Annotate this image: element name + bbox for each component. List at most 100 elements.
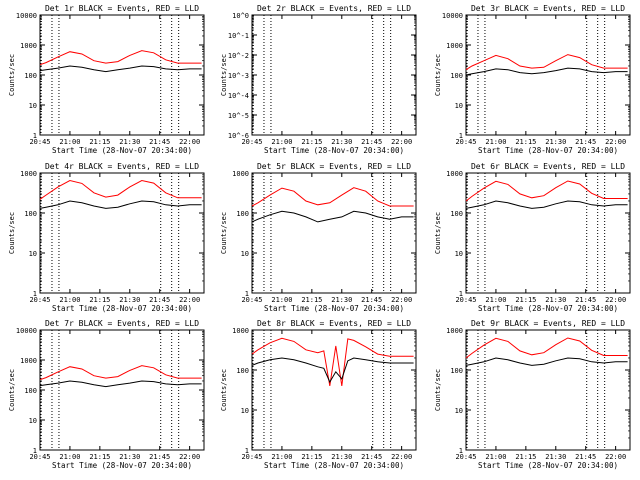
x-axis-label: Start Time (28-Nov-07 20:34:00) xyxy=(52,146,192,155)
y-axis-label: Counts/sec xyxy=(8,212,16,254)
y-tick-label: 100 xyxy=(450,210,463,218)
x-tick-label: 21:00 xyxy=(271,453,292,461)
y-tick-label: 1 xyxy=(33,132,37,140)
y-tick-label: 100 xyxy=(450,367,463,375)
y-tick-label: 10^-3 xyxy=(228,72,249,80)
series-events-line xyxy=(39,200,202,209)
plot-frame xyxy=(251,172,417,294)
x-axis-label: Start Time (28-Nov-07 20:34:00) xyxy=(264,461,404,470)
series-lld-line xyxy=(39,365,202,381)
x-tick-label: 21:45 xyxy=(149,296,170,304)
panel-det-9: Det 9r BLACK = Events, RED = LLD 1 10 100 10… xyxy=(434,319,631,470)
x-axis-label: Start Time (28-Nov-07 20:34:00) xyxy=(264,146,404,155)
y-tick-label: 10 xyxy=(241,250,249,258)
y-tick-label: 10^-1 xyxy=(228,32,249,40)
plot-frame xyxy=(39,329,205,451)
y-tick-label: 1000 xyxy=(20,357,37,365)
y-tick-label: 100 xyxy=(24,72,37,80)
x-tick-label: 21:15 xyxy=(515,296,536,304)
x-tick-label: 21:15 xyxy=(89,453,110,461)
x-tick-label: 21:15 xyxy=(89,138,110,146)
panel-title: Det 9r BLACK = Events, RED = LLD xyxy=(471,319,625,328)
y-tick-label: 100 xyxy=(24,210,37,218)
y-tick-label: 1000 xyxy=(20,170,37,178)
panel-title: Det 4r BLACK = Events, RED = LLD xyxy=(45,162,199,171)
x-tick-label: 21:45 xyxy=(361,453,382,461)
x-axis-label: Start Time (28-Nov-07 20:34:00) xyxy=(52,461,192,470)
x-tick-label: 20:45 xyxy=(29,296,50,304)
x-axis-label: Start Time (28-Nov-07 20:34:00) xyxy=(478,304,618,313)
y-tick-label: 10 xyxy=(29,417,37,425)
series-lld-line xyxy=(251,337,414,386)
x-axis-label: Start Time (28-Nov-07 20:34:00) xyxy=(52,304,192,313)
x-tick-label: 21:15 xyxy=(515,453,536,461)
x-tick-label: 21:45 xyxy=(575,453,596,461)
plot-frame xyxy=(251,329,417,451)
series-events-line xyxy=(251,357,414,384)
x-axis-label: Start Time (28-Nov-07 20:34:00) xyxy=(264,304,404,313)
x-tick-label: 22:00 xyxy=(391,138,412,146)
y-tick-label: 100 xyxy=(450,72,463,80)
y-axis-label: Counts/sec xyxy=(220,212,228,254)
x-tick-label: 21:30 xyxy=(331,453,352,461)
x-tick-label: 21:30 xyxy=(331,296,352,304)
x-axis-label: Start Time (28-Nov-07 20:34:00) xyxy=(478,461,618,470)
x-tick-label: 22:00 xyxy=(605,138,626,146)
series-lld-line xyxy=(465,180,628,202)
panel-title: Det 2r BLACK = Events, RED = LLD xyxy=(257,4,411,13)
y-tick-label: 1000 xyxy=(446,170,463,178)
x-tick-label: 21:15 xyxy=(515,138,536,146)
panel-det-5: Det 5r BLACK = Events, RED = LLD 1 10 100 10… xyxy=(220,162,417,313)
y-tick-label: 10 xyxy=(455,407,463,415)
series-lld-line xyxy=(465,54,628,71)
x-tick-label: 20:45 xyxy=(29,138,50,146)
x-tick-label: 20:45 xyxy=(241,453,262,461)
panel-det-1: Det 1r BLACK = Events, RED = LLD 1 10 100 10… xyxy=(8,4,205,155)
series-events-line xyxy=(465,357,628,366)
x-tick-label: 20:45 xyxy=(29,453,50,461)
y-axis-label: Counts/sec xyxy=(434,54,442,96)
series-lld-line xyxy=(39,179,202,200)
panel-det-4: Det 4r BLACK = Events, RED = LLD 1 10 100 10… xyxy=(8,162,205,313)
x-tick-label: 21:30 xyxy=(545,453,566,461)
y-tick-label: 10 xyxy=(455,250,463,258)
x-tick-label: 22:00 xyxy=(179,453,200,461)
series-events-line xyxy=(39,65,202,73)
y-tick-label: 10^-2 xyxy=(228,52,249,60)
y-tick-label: 1 xyxy=(245,447,249,455)
panel-title: Det 3r BLACK = Events, RED = LLD xyxy=(471,4,625,13)
y-tick-label: 100 xyxy=(236,210,249,218)
panel-title: Det 7r BLACK = Events, RED = LLD xyxy=(45,319,199,328)
y-axis-label: Counts/sec xyxy=(220,54,228,96)
y-tick-label: 1 xyxy=(33,447,37,455)
x-tick-label: 21:00 xyxy=(271,296,292,304)
x-axis-label: Start Time (28-Nov-07 20:34:00) xyxy=(478,146,618,155)
y-tick-label: 1000 xyxy=(20,42,37,50)
series-lld-line xyxy=(39,50,202,66)
panel-det-3: Det 3r BLACK = Events, RED = LLD 1 10 100 10… xyxy=(434,4,631,155)
panel-det-6: Det 6r BLACK = Events, RED = LLD 1 10 100 10… xyxy=(434,162,631,313)
x-tick-label: 21:30 xyxy=(545,138,566,146)
x-tick-label: 20:45 xyxy=(455,138,476,146)
y-tick-label: 10 xyxy=(241,407,249,415)
x-tick-label: 20:45 xyxy=(455,296,476,304)
y-axis-label: Counts/sec xyxy=(8,369,16,411)
x-tick-label: 21:45 xyxy=(361,138,382,146)
plot-frame xyxy=(465,172,631,294)
x-tick-label: 21:45 xyxy=(149,138,170,146)
y-axis-label: Counts/sec xyxy=(434,369,442,411)
x-tick-label: 22:00 xyxy=(391,453,412,461)
x-tick-label: 21:45 xyxy=(575,296,596,304)
x-tick-label: 22:00 xyxy=(391,296,412,304)
y-tick-label: 10 xyxy=(29,102,37,110)
x-tick-label: 21:00 xyxy=(59,453,80,461)
y-tick-label: 1 xyxy=(459,447,463,455)
x-tick-label: 21:00 xyxy=(59,138,80,146)
x-tick-label: 21:45 xyxy=(149,453,170,461)
x-tick-label: 20:45 xyxy=(241,296,262,304)
y-tick-label: 1 xyxy=(459,290,463,298)
y-tick-label: 10^-4 xyxy=(228,92,249,100)
x-tick-label: 21:00 xyxy=(59,296,80,304)
series-lld-line xyxy=(465,337,628,359)
